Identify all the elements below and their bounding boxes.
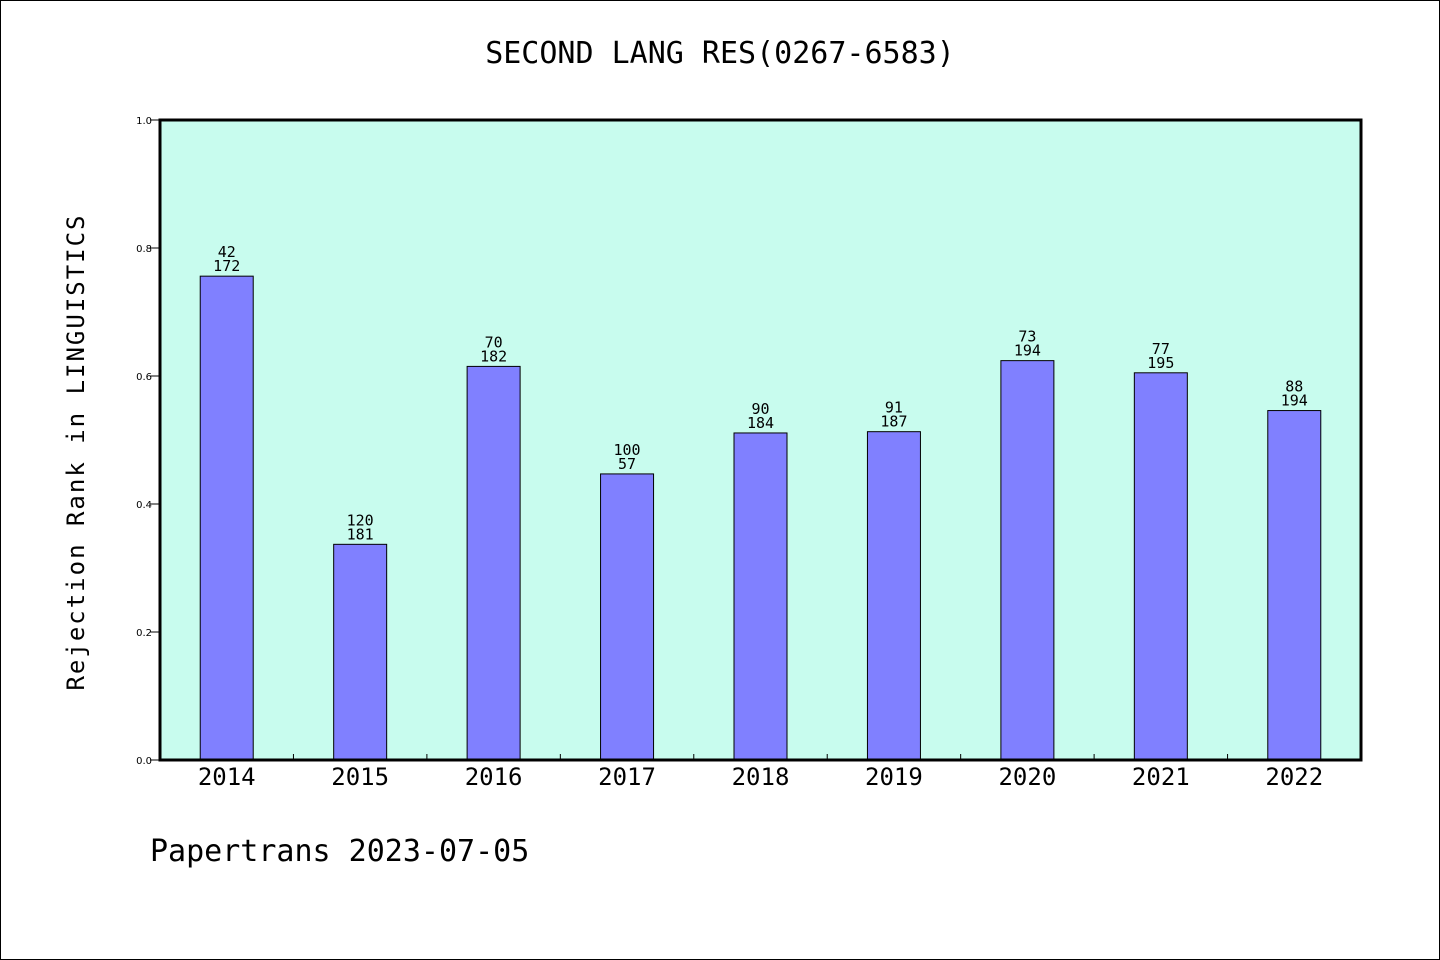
y-tick-label: 1.0 (136, 116, 152, 127)
bar-label-top: 91 (885, 399, 903, 417)
bar-2015 (333, 543, 388, 761)
x-tick-label: 2015 (331, 763, 389, 791)
x-tick-label: 2022 (1265, 763, 1323, 791)
bar-label-top: 77 (1152, 340, 1170, 358)
bar-label-bottom: 172 (213, 257, 240, 275)
bar-label-top: 120 (347, 511, 374, 529)
x-tick-label: 2016 (465, 763, 523, 791)
bar-2016 (466, 365, 521, 761)
bar-label-bottom: 57 (618, 455, 636, 473)
y-tick-label: 0.2 (136, 628, 152, 639)
bar-label-top: 88 (1285, 378, 1303, 396)
bar-label-bottom: 194 (1281, 392, 1308, 410)
bar-2019 (866, 431, 921, 761)
footer-credit: Papertrans 2023-07-05 (150, 834, 530, 869)
bar-label-bottom: 181 (347, 525, 374, 543)
y-tick-label: 0.6 (136, 372, 152, 383)
bar-label-bottom: 184 (747, 414, 774, 432)
x-tick-label: 2017 (598, 763, 656, 791)
bar-label-top: 100 (614, 441, 641, 459)
plot-border (158, 118, 1363, 762)
chart-title: SECOND LANG RES(0267-6583) (485, 36, 955, 71)
x-tick-label: 2018 (732, 763, 790, 791)
y-tick-label: 0.0 (136, 756, 152, 767)
bar-2017 (600, 473, 655, 761)
y-tick-label: 0.4 (136, 500, 152, 511)
bar-2018 (733, 432, 788, 761)
bar-label-bottom: 187 (880, 413, 907, 431)
plot-area: 0.00.20.40.60.81.04217220141201812015701… (136, 116, 1363, 791)
x-tick-label: 2021 (1132, 763, 1190, 791)
bar-2020 (1000, 360, 1055, 761)
bar-label-bottom: 182 (480, 347, 507, 365)
bar-label-top: 70 (485, 333, 503, 351)
bar-2022 (1267, 410, 1322, 761)
bar-label-top: 42 (218, 243, 236, 261)
bar-label-bottom: 195 (1147, 354, 1174, 372)
x-tick-label: 2014 (198, 763, 256, 791)
bar-label-top: 90 (751, 400, 769, 418)
bar-label-top: 73 (1018, 328, 1036, 346)
bar-label-bottom: 194 (1014, 342, 1041, 360)
x-tick-label: 2019 (865, 763, 923, 791)
bar-2021 (1133, 372, 1188, 761)
x-tick-label: 2020 (998, 763, 1056, 791)
y-tick-label: 0.8 (136, 244, 152, 255)
bar-2014 (199, 275, 254, 761)
